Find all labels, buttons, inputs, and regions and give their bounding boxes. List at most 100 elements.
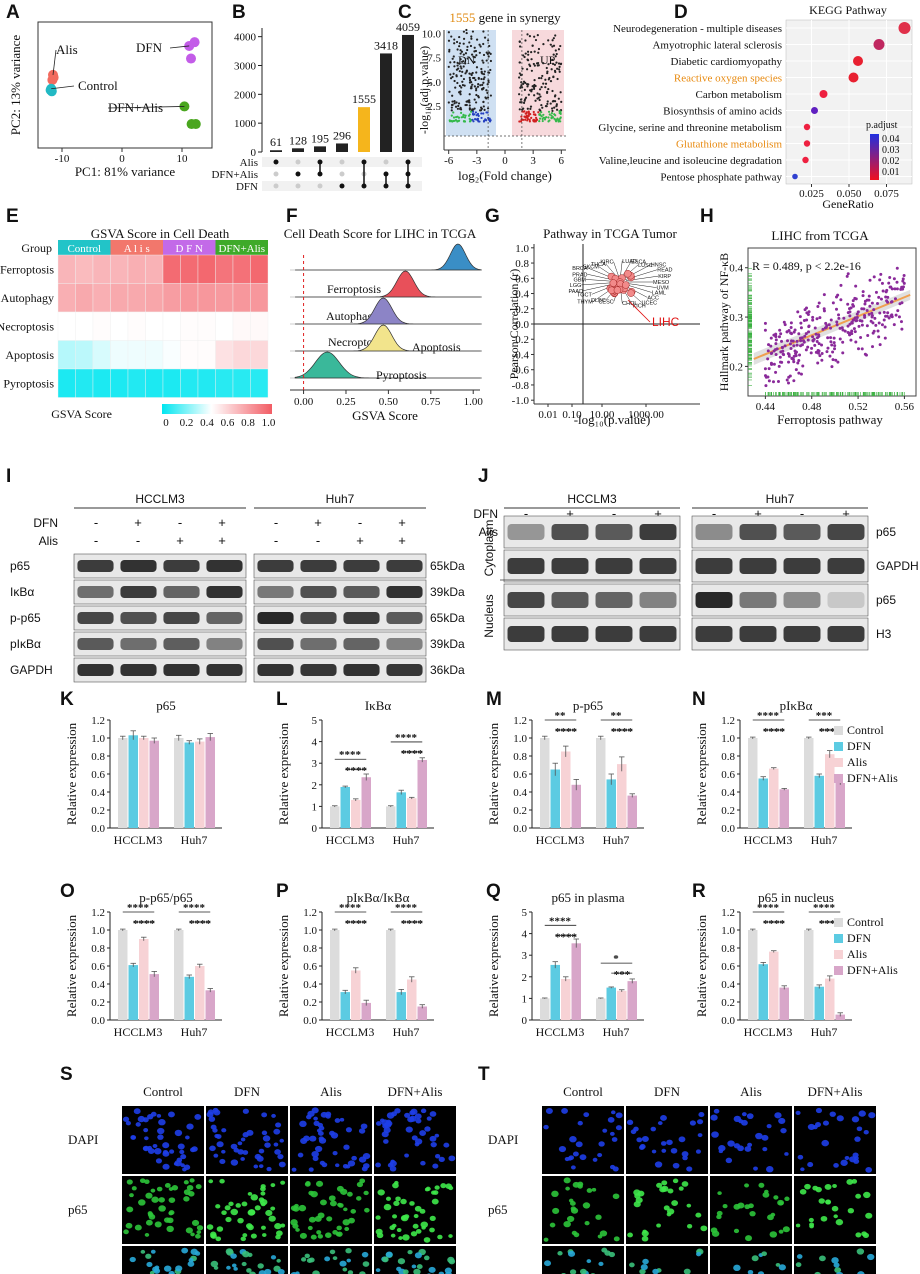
if-cell: [822, 1120, 829, 1126]
if-cell: [315, 1180, 324, 1187]
if-cell: [666, 1139, 673, 1146]
if-cell: [766, 1166, 774, 1173]
if-cell: [273, 1142, 279, 1147]
scatter-point: [820, 343, 824, 347]
scatter-point: [794, 354, 798, 358]
if-cell: [210, 1233, 217, 1239]
volcano-point: [551, 58, 554, 61]
if-cell: [133, 1108, 141, 1115]
volcano-point: [449, 61, 452, 64]
if-cell: [847, 1208, 855, 1214]
scatter-point: [772, 333, 776, 337]
if-cell: [264, 1268, 272, 1274]
volcano-point: [455, 101, 458, 104]
pca-xtick: 0: [119, 153, 125, 165]
bar-ytick: 0.0: [513, 823, 527, 835]
if-cell: [448, 1155, 456, 1162]
panel-letter-P: P: [276, 881, 289, 902]
volcano-point: [529, 113, 532, 116]
if-cell: [144, 1136, 149, 1141]
scatter-point: [839, 283, 843, 287]
if-cell: [332, 1150, 338, 1156]
if-cell: [610, 1110, 616, 1115]
gsva-cell: [250, 368, 269, 398]
if-cell: [345, 1248, 352, 1254]
kegg-term: Valine,leucine and isoleucine degradatio…: [599, 155, 783, 167]
if-cell: [240, 1157, 245, 1161]
if-cell: [186, 1123, 194, 1130]
scatter-point: [788, 374, 792, 378]
scatter-point: [882, 318, 886, 322]
scatter-point: [841, 351, 845, 355]
if-cell: [757, 1271, 765, 1274]
pca-group-label: Alis: [56, 42, 78, 57]
if-cell: [180, 1163, 185, 1168]
if-cell: [856, 1248, 865, 1255]
volcano-point: [480, 67, 483, 71]
gsva-cell: [145, 254, 164, 284]
scatter-point: [841, 340, 845, 344]
scatter-point: [867, 298, 871, 302]
if-cell: [447, 1256, 455, 1263]
wb-kda: 39kDa: [430, 585, 465, 599]
if-cell: [395, 1196, 401, 1202]
if-cell: [414, 1252, 422, 1259]
if-cell: [598, 1141, 605, 1147]
if-cell: [444, 1267, 452, 1274]
scatter-point: [833, 347, 837, 351]
volcano-point: [472, 55, 475, 58]
if-cell: [448, 1234, 453, 1238]
volcano-point: [462, 114, 465, 117]
if-cell: [423, 1255, 430, 1261]
scatter-point: [883, 336, 887, 340]
gsva-cell: [250, 340, 269, 370]
legend-swatch: [834, 742, 843, 751]
volcano-point: [458, 70, 461, 73]
scatter-point: [777, 335, 781, 339]
volcano-point: [551, 39, 554, 42]
scatter-point: [871, 345, 875, 349]
if-cell: [275, 1122, 282, 1128]
volcano-point: [486, 107, 490, 110]
wb-band: [343, 638, 380, 650]
gsva-cell: [232, 254, 251, 284]
scatter-point: [849, 338, 853, 342]
bar-ytick: 0.6: [303, 961, 317, 973]
if-cell: [258, 1148, 265, 1154]
pca-frame: [37, 21, 213, 149]
wb-band: [163, 612, 200, 624]
ridge-density: [294, 351, 482, 379]
pathway-cancer-label: ESCA: [631, 259, 646, 265]
panel-letter-B: B: [232, 2, 246, 23]
pathway-cancer-label: HNSC: [651, 263, 667, 269]
if-cell: [163, 1265, 172, 1272]
volcano-point: [538, 98, 541, 102]
if-cell: [233, 1147, 240, 1153]
volcano-point: [468, 117, 471, 121]
volcano-point: [538, 93, 541, 96]
if-cell: [194, 1251, 201, 1256]
if-cell: [195, 1184, 202, 1190]
volcano-point: [559, 44, 562, 48]
pathway-xlabel: -log₁₀(p.value): [574, 412, 651, 427]
if-cell: [383, 1139, 389, 1144]
gsva-cell: [127, 368, 146, 398]
if-cell: [342, 1267, 348, 1272]
scatter-point: [774, 370, 778, 374]
if-cell: [148, 1214, 156, 1220]
bar-ytick: 1.2: [303, 907, 317, 919]
scatter-point: [818, 354, 822, 358]
wb-sign: +: [314, 515, 322, 530]
scatter-point: [815, 339, 819, 343]
scatter-point: [841, 328, 845, 332]
volcano-point: [540, 103, 543, 107]
volcano-point: [482, 105, 485, 108]
scatter-point: [855, 319, 859, 323]
volcano-point: [462, 119, 466, 123]
volcano-point: [470, 81, 473, 84]
if-cell: [347, 1160, 356, 1167]
if-row-label: DAPI: [68, 1132, 98, 1147]
volcano-point: [468, 41, 471, 44]
gsva-title: GSVA Score in Cell Death: [91, 226, 230, 241]
